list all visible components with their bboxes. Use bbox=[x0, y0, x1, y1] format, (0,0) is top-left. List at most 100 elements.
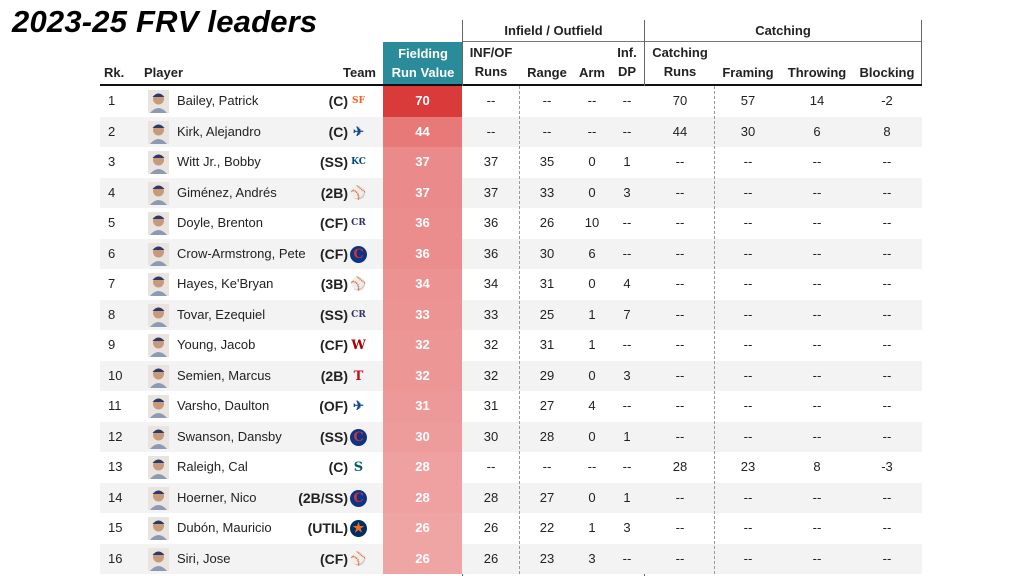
position-label: (CF) bbox=[320, 550, 348, 567]
infdp-cell: -- bbox=[622, 398, 632, 413]
fielding-run-value-cell: 34 bbox=[383, 269, 462, 300]
cubs-logo-icon: C bbox=[350, 245, 367, 263]
header-framing: Framing bbox=[722, 65, 774, 80]
table-row: 4 Giménez, Andrés (2B) ⚾ 37 37 33 0 3 -- -- -- -- bbox=[100, 177, 922, 208]
throwing-cell: -- bbox=[812, 215, 822, 230]
fielding-run-value-cell: 30 bbox=[383, 421, 462, 452]
table-row: 6 Crow-Armstrong, Pete (CF) C 36 36 30 6 -- -- -- -… bbox=[100, 238, 922, 269]
catch-cell: 70 bbox=[672, 93, 688, 108]
blocking-cell: -3 bbox=[881, 459, 893, 474]
position-label: (CF) bbox=[320, 337, 348, 353]
header-rule bbox=[100, 84, 922, 86]
throwing-cell: -- bbox=[812, 276, 822, 291]
mlb-logo-icon: ⚾ bbox=[350, 551, 367, 567]
infof-cell: 32 bbox=[483, 367, 499, 383]
range-cell: 26 bbox=[539, 215, 555, 230]
infof-cell: 28 bbox=[483, 489, 499, 505]
player-name: Raleigh, Cal bbox=[177, 459, 248, 474]
rank-cell: 1 bbox=[108, 93, 116, 108]
table-row: 15 Dubón, Mauricio (UTIL) ★ 26 26 22 1 3 -- -- -- -- bbox=[100, 513, 922, 544]
infof-cell: 33 bbox=[483, 306, 499, 322]
header-range: Range bbox=[527, 65, 567, 80]
range-cell: 31 bbox=[539, 276, 555, 291]
infdp-cell: -- bbox=[622, 245, 632, 261]
blocking-cell: -- bbox=[882, 398, 892, 413]
arm-cell: 1 bbox=[588, 306, 596, 322]
range-cell: 28 bbox=[539, 428, 555, 444]
blocking-cell: -- bbox=[882, 245, 892, 261]
framing-cell: -- bbox=[743, 306, 753, 322]
header-catch-line2: Runs bbox=[663, 64, 697, 79]
infof-cell: 30 bbox=[483, 428, 499, 444]
framing-cell: -- bbox=[743, 215, 753, 230]
header-catch-line1: Catching bbox=[652, 45, 708, 60]
blocking-cell: -- bbox=[882, 306, 892, 322]
rank-cell: 9 bbox=[108, 337, 116, 352]
infof-cell: 26 bbox=[483, 520, 499, 535]
range-cell: 33 bbox=[539, 184, 555, 200]
infof-cell: -- bbox=[486, 123, 496, 139]
giants-logo-icon: SF bbox=[352, 96, 365, 106]
throwing-cell: -- bbox=[812, 245, 822, 261]
blocking-cell: -- bbox=[882, 154, 892, 169]
infof-cell: -- bbox=[486, 459, 496, 474]
framing-cell: -- bbox=[743, 367, 753, 383]
framing-cell: -- bbox=[743, 489, 753, 505]
range-cell: -- bbox=[542, 459, 552, 474]
fielding-run-value-cell: 28 bbox=[383, 482, 462, 513]
framing-cell: -- bbox=[743, 398, 753, 413]
rank-cell: 3 bbox=[108, 154, 116, 169]
fielding-run-value-cell: 32 bbox=[383, 360, 462, 391]
catch-cell: -- bbox=[675, 550, 685, 566]
rank-cell: 12 bbox=[108, 428, 123, 444]
fielding-run-value-cell: 26 bbox=[383, 513, 462, 544]
header-team: Team bbox=[343, 65, 376, 80]
catch-cell: 28 bbox=[672, 459, 688, 474]
position-label: (CF) bbox=[320, 215, 348, 231]
position-label: (C) bbox=[328, 459, 348, 475]
fielding-run-value-cell: 37 bbox=[383, 147, 462, 178]
player-name: Varsho, Daulton bbox=[177, 398, 270, 413]
header-player: Player bbox=[144, 65, 184, 80]
range-cell: 35 bbox=[539, 154, 555, 169]
infof-cell: 37 bbox=[483, 184, 499, 200]
player-name: Dubón, Mauricio bbox=[177, 520, 272, 535]
player-name: Bailey, Patrick bbox=[177, 93, 259, 108]
framing-cell: -- bbox=[743, 520, 753, 535]
arm-cell: 1 bbox=[588, 520, 596, 535]
blocking-cell: -- bbox=[882, 520, 892, 535]
arm-cell: 0 bbox=[588, 428, 596, 444]
infdp-cell: 1 bbox=[623, 489, 631, 505]
throwing-cell: 8 bbox=[813, 459, 821, 474]
fielding-run-value-cell: 70 bbox=[383, 86, 462, 117]
header-infof-runs: INF/OF Runs bbox=[465, 43, 517, 81]
table-row: 3 Witt Jr., Bobby (SS) KC 37 37 35 0 1 -- -- -- -- bbox=[100, 147, 922, 178]
infdp-cell: 3 bbox=[623, 367, 631, 383]
position-label: (2B/SS) bbox=[298, 489, 348, 506]
astros-logo-icon: ★ bbox=[350, 520, 367, 537]
player-headshot-icon bbox=[148, 90, 169, 113]
player-name: Siri, Jose bbox=[177, 550, 231, 566]
blocking-cell: -- bbox=[882, 337, 892, 352]
fielding-run-value-cell: 33 bbox=[383, 299, 462, 330]
range-cell: 31 bbox=[539, 337, 555, 352]
fielding-run-value-cell: 28 bbox=[383, 452, 462, 483]
group-catching-rule bbox=[644, 41, 922, 42]
infdp-cell: 7 bbox=[623, 306, 631, 322]
table-row: 1 Bailey, Patrick (C) SF 70 -- -- -- -- 70 57 14 -2 bbox=[100, 86, 922, 117]
framing-cell: -- bbox=[743, 428, 753, 444]
position-label: (C) bbox=[328, 123, 348, 140]
mlb-logo-icon: ⚾ bbox=[350, 185, 367, 201]
throwing-cell: -- bbox=[812, 520, 822, 535]
player-name: Hayes, Ke'Bryan bbox=[177, 276, 274, 291]
position-label: (UTIL) bbox=[307, 520, 348, 536]
framing-cell: 57 bbox=[740, 93, 756, 108]
throwing-cell: -- bbox=[812, 489, 822, 505]
table-row: 7 Hayes, Ke'Bryan (3B) ⚾ 34 34 31 0 4 -- -- -- -- bbox=[100, 269, 922, 300]
range-cell: 27 bbox=[539, 489, 555, 505]
framing-cell: -- bbox=[743, 154, 753, 169]
table-row: 12 Swanson, Dansby (SS) C 30 30 28 0 1 -- -- -- -- bbox=[100, 421, 922, 452]
range-cell: 30 bbox=[539, 245, 555, 261]
blocking-cell: -2 bbox=[881, 93, 893, 108]
rank-cell: 8 bbox=[108, 306, 116, 322]
